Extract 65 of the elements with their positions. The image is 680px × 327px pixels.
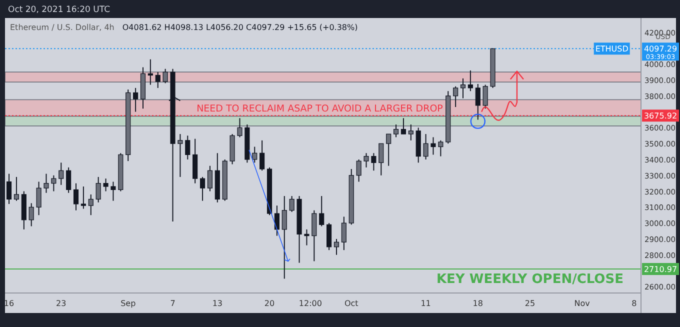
candlestick xyxy=(364,152,369,168)
candlestick xyxy=(73,182,79,211)
x-tick-label: 12:00 xyxy=(298,299,322,308)
ref-line-label: 3675.92 xyxy=(644,112,678,121)
candlestick xyxy=(14,176,20,202)
candlestick xyxy=(356,158,362,182)
candlestick xyxy=(252,146,258,164)
candlestick xyxy=(378,143,384,176)
x-tick-label: 11 xyxy=(420,299,431,308)
candlestick xyxy=(44,173,49,194)
candlestick xyxy=(185,135,190,160)
text: Ethereum / U.S. Dollar, 4h xyxy=(10,23,114,32)
x-tick-label: 7 xyxy=(170,299,176,308)
candlestick xyxy=(36,181,42,216)
candlestick xyxy=(88,194,94,216)
x-tick-label: 20 xyxy=(264,299,275,308)
candlestick xyxy=(326,222,332,251)
x-tick-label: Oct xyxy=(344,299,358,308)
candlestick xyxy=(28,202,34,227)
candlestick xyxy=(51,174,56,192)
candlestick xyxy=(148,58,153,86)
candlestick xyxy=(430,136,436,156)
candlestick xyxy=(371,152,376,172)
candlestick xyxy=(386,134,392,166)
candlestick xyxy=(66,166,72,194)
candlestick xyxy=(192,138,198,184)
candlestick xyxy=(96,176,101,203)
text: Oct 20, 2021 16:20 UTC xyxy=(8,5,110,15)
candlestick xyxy=(341,216,346,251)
candlestick xyxy=(475,83,480,120)
candlestick xyxy=(400,118,406,135)
x-tick-label: Sep xyxy=(120,299,136,308)
annotation: KEY WEEKLY OPEN/CLOSE xyxy=(436,272,624,287)
x-tick-label: 8 xyxy=(632,299,637,308)
candlestick xyxy=(289,196,294,212)
x-tick-label: 25 xyxy=(524,299,536,308)
candlestick xyxy=(200,176,206,202)
x-tick-label: 23 xyxy=(56,299,66,308)
candlestick xyxy=(110,181,116,202)
candlestick xyxy=(260,140,265,172)
candlestick xyxy=(80,186,86,210)
candlestick xyxy=(274,205,280,236)
x-tick-label: 13 xyxy=(212,299,223,308)
annotation: ETHUSD xyxy=(595,44,628,54)
x-tick-label: Nov xyxy=(574,299,590,308)
text: O4081.62 H4098.13 L4056.20 C4097.29 +15.65 (+0.38%) xyxy=(122,23,358,32)
annotation: NEED TO RECLAIM ASAP TO AVOID A LARGER DROP xyxy=(196,103,444,114)
candlestick xyxy=(6,173,12,204)
candlestick xyxy=(282,196,287,280)
candlestick xyxy=(423,134,428,160)
candlestick xyxy=(319,196,324,227)
candlestick xyxy=(334,238,340,256)
candlestick xyxy=(312,210,317,262)
candlestick xyxy=(304,228,310,246)
candlestick xyxy=(58,162,64,186)
ref-line-label: 2710.97 xyxy=(644,265,678,274)
candlestick xyxy=(178,134,183,178)
candlestick xyxy=(438,140,444,157)
candlestick xyxy=(207,165,213,192)
candlestick xyxy=(103,178,108,192)
x-tick-label: 18 xyxy=(472,299,483,308)
candlestick xyxy=(155,72,160,88)
candlestick xyxy=(133,87,138,112)
candlestick xyxy=(468,70,473,92)
ref-line-label: 4097.29 xyxy=(644,44,678,54)
